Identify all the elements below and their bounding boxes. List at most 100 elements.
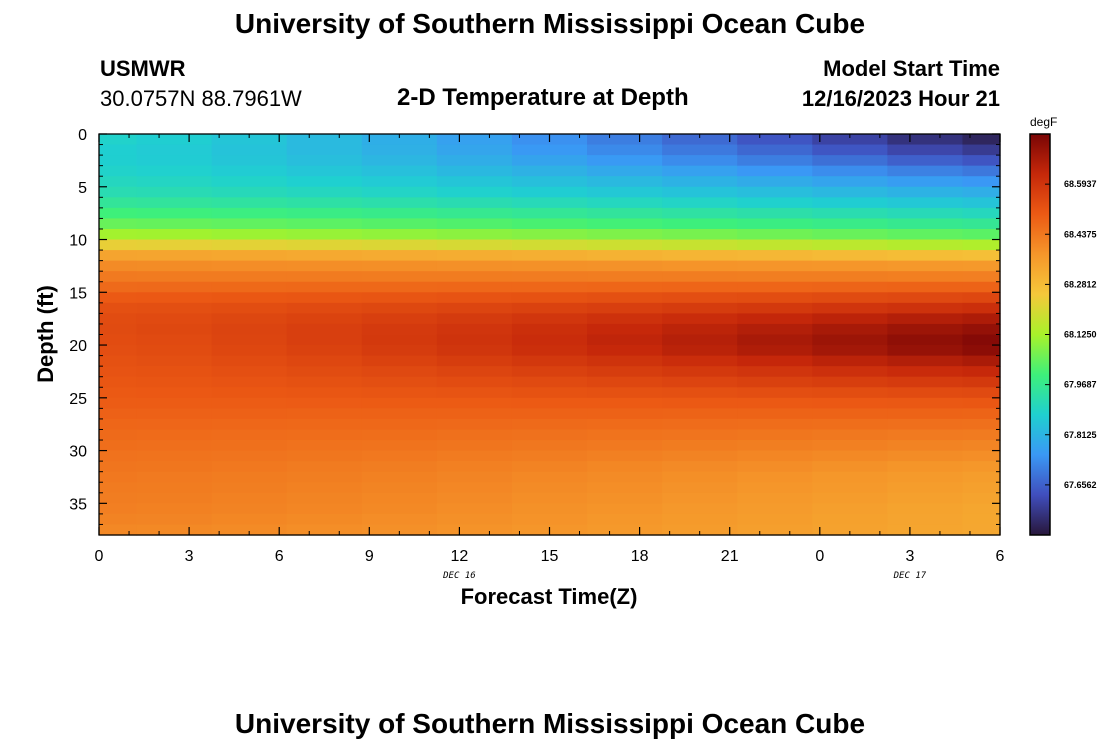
heatmap-cell [511, 186, 588, 198]
heatmap-cell [211, 429, 288, 441]
heatmap-cell [887, 461, 964, 473]
heatmap-cell [962, 239, 1001, 251]
heatmap-cell [286, 239, 363, 251]
heatmap-cell [436, 408, 513, 420]
heatmap-cell [887, 524, 964, 536]
heatmap-cell [812, 355, 888, 367]
heatmap-cell [136, 429, 213, 441]
heatmap-cell [887, 292, 964, 304]
heatmap-cell [812, 197, 888, 209]
heatmap-cell [99, 281, 138, 293]
heatmap-cell [361, 239, 438, 251]
heatmap-cell [587, 292, 663, 304]
heatmap-cell [962, 302, 1001, 314]
heatmap-cell [99, 345, 138, 357]
heatmap-cell [662, 482, 738, 494]
heatmap-cell [436, 313, 513, 325]
heatmap-cell [436, 144, 513, 156]
heatmap-cell [211, 239, 288, 251]
heatmap-cell [662, 366, 738, 378]
heatmap-cell [812, 207, 888, 220]
heatmap-cell [587, 260, 663, 272]
heatmap-cell [211, 513, 288, 526]
heatmap-cell [587, 524, 663, 536]
heatmap-cell [511, 387, 588, 399]
heatmap-cell [361, 440, 438, 452]
heatmap-cell [962, 408, 1001, 420]
heatmap-cell [511, 345, 588, 357]
heatmap-cell [286, 492, 363, 504]
x-tick-label: 6 [275, 548, 284, 565]
heatmap-cell [99, 323, 138, 336]
heatmap-cell [662, 387, 738, 399]
heatmap-cell [662, 165, 738, 177]
heatmap-cell [511, 323, 588, 336]
heatmap-cell [511, 397, 588, 409]
heatmap-cell [136, 218, 213, 230]
y-axis: 0 5 10 15 20 25 30 35 [69, 127, 1000, 536]
heatmap-cell [587, 387, 663, 399]
colorbar-unit: degF [1030, 115, 1057, 129]
heatmap-cell [286, 461, 363, 473]
heatmap-cell [286, 271, 363, 283]
heatmap-cell [962, 134, 1001, 146]
heatmap-cell [662, 471, 738, 483]
heatmap-cell [962, 345, 1001, 357]
heatmap-cell [99, 461, 138, 473]
heatmap-cell [511, 471, 588, 483]
heatmap-cell [737, 482, 813, 494]
heatmap-cell [361, 450, 438, 462]
heatmap-cell [662, 144, 738, 156]
heatmap-cell [662, 239, 738, 251]
heatmap-cell [511, 461, 588, 473]
heatmap-cell [587, 418, 663, 431]
heatmap-cell [286, 482, 363, 494]
heatmap-cell [662, 397, 738, 409]
heatmap-cell [737, 144, 813, 156]
heatmap-cell [436, 355, 513, 367]
x-tick-label: 15 [541, 548, 559, 565]
heatmap-cell [887, 397, 964, 409]
heatmap-cell [812, 482, 888, 494]
heatmap-cell [211, 281, 288, 293]
heatmap-cell [99, 302, 138, 314]
heatmap-cell [99, 176, 138, 188]
heatmap-cell [136, 302, 213, 314]
heatmap-cell [587, 366, 663, 378]
heatmap-cell [962, 492, 1001, 504]
heatmap-cell [962, 144, 1001, 156]
heatmap-cell [662, 355, 738, 367]
heatmap-cell [812, 397, 888, 409]
colorbar: 68.5937 68.4375 68.2812 68.1250 67.9687 67.81… [1029, 133, 1097, 536]
heatmap-cell [812, 302, 888, 314]
heatmap-cell [436, 482, 513, 494]
heatmap-cell [587, 134, 663, 146]
heatmap-cell [286, 176, 363, 188]
heatmap-cell [962, 207, 1001, 220]
heatmap-cell [887, 503, 964, 515]
heatmap-cell [436, 197, 513, 209]
heatmap-cell [436, 134, 513, 146]
date-label: DEC 16 [442, 571, 476, 581]
heatmap-cell [962, 355, 1001, 367]
heatmap-cell [211, 176, 288, 188]
heatmap-cell [99, 155, 138, 167]
heatmap-cell [211, 228, 288, 241]
heatmap-cell [887, 334, 964, 346]
heatmap-cell [361, 323, 438, 336]
heatmap-cell [737, 387, 813, 399]
heatmap-cell [587, 239, 663, 251]
heatmap-cell [587, 471, 663, 483]
heatmap-cell [887, 492, 964, 504]
heatmap-cell [136, 292, 213, 304]
heatmap-cell [812, 165, 888, 177]
heatmap-cell [99, 144, 138, 156]
heatmap-cell [511, 207, 588, 220]
heatmap-cell [812, 323, 888, 336]
x-tick-label: 6 [996, 548, 1005, 565]
heatmap-cell [962, 482, 1001, 494]
heatmap-cell [99, 334, 138, 346]
heatmap-cell [511, 218, 588, 230]
heatmap-cell [812, 440, 888, 452]
